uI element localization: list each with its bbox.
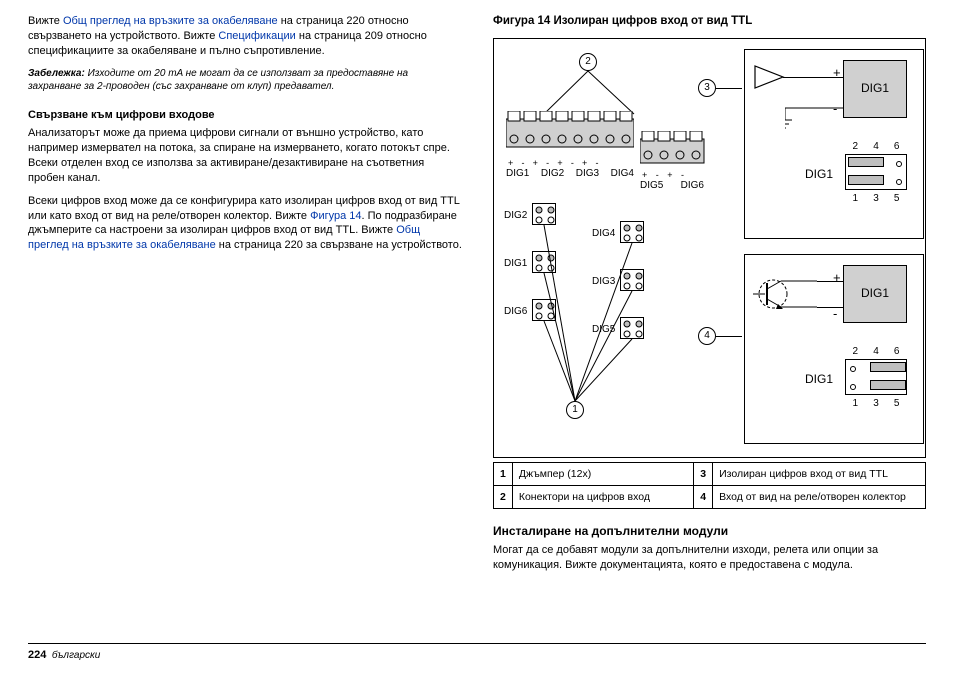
legend-2: Конектори на цифров вход [512,485,693,508]
term-top-labels: DIG1DIG2DIG3DIG4 [506,167,634,181]
callout-4: 4 [698,327,716,345]
page-language: български [52,650,100,661]
jumper-block-relay [845,359,907,395]
jlabel-dig2: DIG2 [504,209,527,223]
jnum-bot: 135 [845,192,907,206]
figure-14-diagram: 2 +-+-+-+- [493,38,926,458]
page-number: 224 [28,649,46,661]
jlabel-relay: DIG1 [805,371,833,387]
terminal-block-bottom [640,131,706,173]
jumper-block-ttl [845,154,907,190]
para-2: Анализаторът може да приема цифрови сигн… [28,126,463,185]
legend-3: Изолиран цифров вход от вид TTL [713,462,926,485]
callout-1-leaders [534,219,674,409]
schematic-ttl: DIG1 + - 246 [744,49,924,239]
para-1: Вижте Общ преглед на връзките за окабеля… [28,14,463,59]
figure-title: Фигура 14 Изолиран цифров вход от вид TT… [493,14,926,30]
left-column: Вижте Общ преглед на връзките за окабеля… [28,14,463,624]
chip-dig1-top: DIG1 [843,60,907,118]
jlabel-dig1: DIG1 [504,257,527,271]
jlabel-dig6: DIG6 [504,305,527,319]
note: Забележка: Изходите от 20 mA не могат да… [28,67,463,94]
section-title-modules: Инсталиране на допълнителни модули [493,523,926,539]
transistor-icon [751,269,821,319]
schematic-relay: DIG1 + - 246 [744,254,924,444]
para-3: Всеки цифров вход може да се конфигурира… [28,194,463,253]
legend-4: Вход от вид на реле/отворен колектор [713,485,926,508]
jlabel-ttl: DIG1 [805,166,833,182]
link-specifications[interactable]: Спецификации [218,30,295,42]
link-figure-14[interactable]: Фигура 14 [310,210,361,222]
figure-legend: 1 Джъмпер (12x) 3 Изолиран цифров вход о… [493,462,926,509]
right-column: Фигура 14 Изолиран цифров вход от вид TT… [493,14,926,624]
leader-3 [716,88,742,89]
callout-3: 3 [698,79,716,97]
section-body-modules: Могат да се добавят модули за допълнител… [493,543,926,573]
page-footer: 224 български [28,643,926,663]
jnum-top: 246 [845,140,907,154]
chip-dig1-bottom: DIG1 [843,265,907,323]
legend-1: Джъмпер (12x) [512,462,693,485]
subhead-digital-inputs: Свързване към цифрови входове [28,108,463,123]
terminal-block-top [506,111,634,159]
leader-4 [716,336,742,337]
link-wiring-overview[interactable]: Общ преглед на връзките за окабеляване [63,15,278,27]
term-bot-labels: DIG5DIG6 [640,179,704,193]
